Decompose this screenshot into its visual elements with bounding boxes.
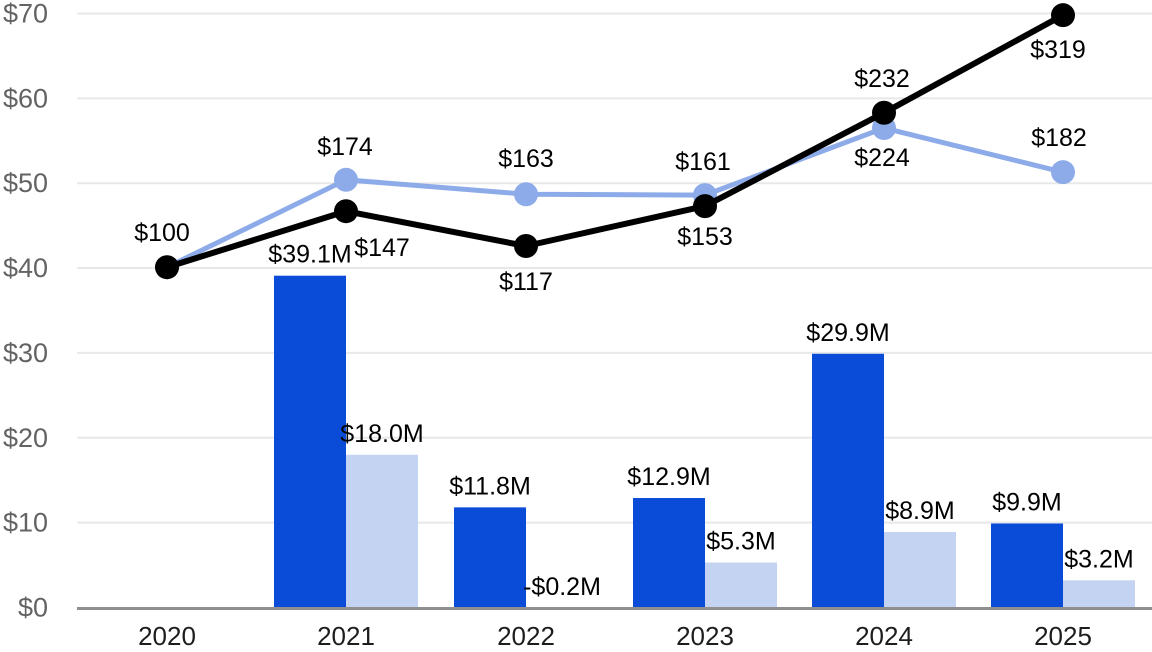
point-label-line-light-blue-2021: $174 [317,133,373,161]
point-line-black-2023[interactable] [693,194,717,219]
point-label-line-black-2020: $100 [134,219,190,247]
point-line-light-blue-2025[interactable] [1051,160,1075,185]
y-axis-tick-40: $40 [3,253,48,283]
bar-label-bars-light-blue-2023: $5.3M [706,528,775,556]
x-axis-label-2024: 2024 [855,621,913,651]
y-axis-tick-10: $10 [3,508,48,538]
bar-bars-light-blue-2024[interactable] [884,531,956,608]
y-axis-tick-60: $60 [3,83,48,113]
y-axis-tick-30: $30 [3,338,48,368]
bar-label-bars-light-blue-2022: -$0.2M [523,573,601,601]
bar-bars-dark-blue-2023[interactable] [633,498,705,608]
point-line-black-2022[interactable] [514,233,538,258]
bar-label-bars-dark-blue-2025: $9.9M [992,488,1061,516]
point-line-black-2025[interactable] [1051,3,1075,28]
point-label-line-light-blue-2022: $163 [498,145,554,173]
point-label-line-light-blue-2025: $182 [1031,124,1087,152]
bar-label-bars-dark-blue-2022: $11.8M [449,472,531,500]
point-line-black-2021[interactable] [334,199,358,224]
y-axis-tick-70: $70 [3,0,48,28]
point-label-line-light-blue-2023: $161 [675,148,731,176]
point-label-line-black-2025: $319 [1030,36,1086,64]
bar-bars-dark-blue-2021[interactable] [274,275,346,608]
bar-label-bars-light-blue-2025: $3.2M [1064,545,1133,573]
bar-bars-light-blue-2021[interactable] [346,454,418,608]
point-label-line-black-2022: $117 [499,268,553,296]
line-black [164,12,1066,271]
bar-bars-dark-blue-2025[interactable] [991,523,1063,608]
x-axis-label-2021: 2021 [317,621,375,651]
point-label-line-light-blue-2024: $224 [854,144,910,172]
x-axis-label-2020: 2020 [138,621,196,651]
bar-bars-light-blue-2023[interactable] [705,562,777,608]
y-axis-tick-50: $50 [3,168,48,198]
point-line-black-2024[interactable] [872,100,896,125]
x-axis-label-2022: 2022 [497,621,555,651]
point-line-light-blue-2022[interactable] [514,182,538,207]
bar-label-bars-dark-blue-2023: $12.9M [627,463,710,491]
bar-bars-dark-blue-2022[interactable] [454,507,526,608]
bar-label-bars-light-blue-2024: $8.9M [885,497,954,525]
point-label-line-black-2021: $147 [354,234,410,262]
point-line-black-2020[interactable] [155,255,179,280]
point-label-line-black-2023: $153 [677,223,733,251]
bar-bars-light-blue-2025[interactable] [1063,580,1135,608]
point-label-line-black-2024: $232 [854,65,910,93]
y-axis-tick-0: $0 [18,593,48,623]
line-light-blue [164,125,1066,270]
x-axis-label-2025: 2025 [1034,621,1092,651]
y-axis-tick-20: $20 [3,423,48,453]
x-axis-label-2023: 2023 [676,621,734,651]
bar-label-bars-dark-blue-2024: $29.9M [806,319,889,347]
point-line-light-blue-2021[interactable] [334,167,358,192]
bar-label-bars-light-blue-2021: $18.0M [340,420,423,448]
bar-label-bars-dark-blue-2021: $39.1M [268,241,351,269]
bar-bars-dark-blue-2024[interactable] [812,353,884,608]
